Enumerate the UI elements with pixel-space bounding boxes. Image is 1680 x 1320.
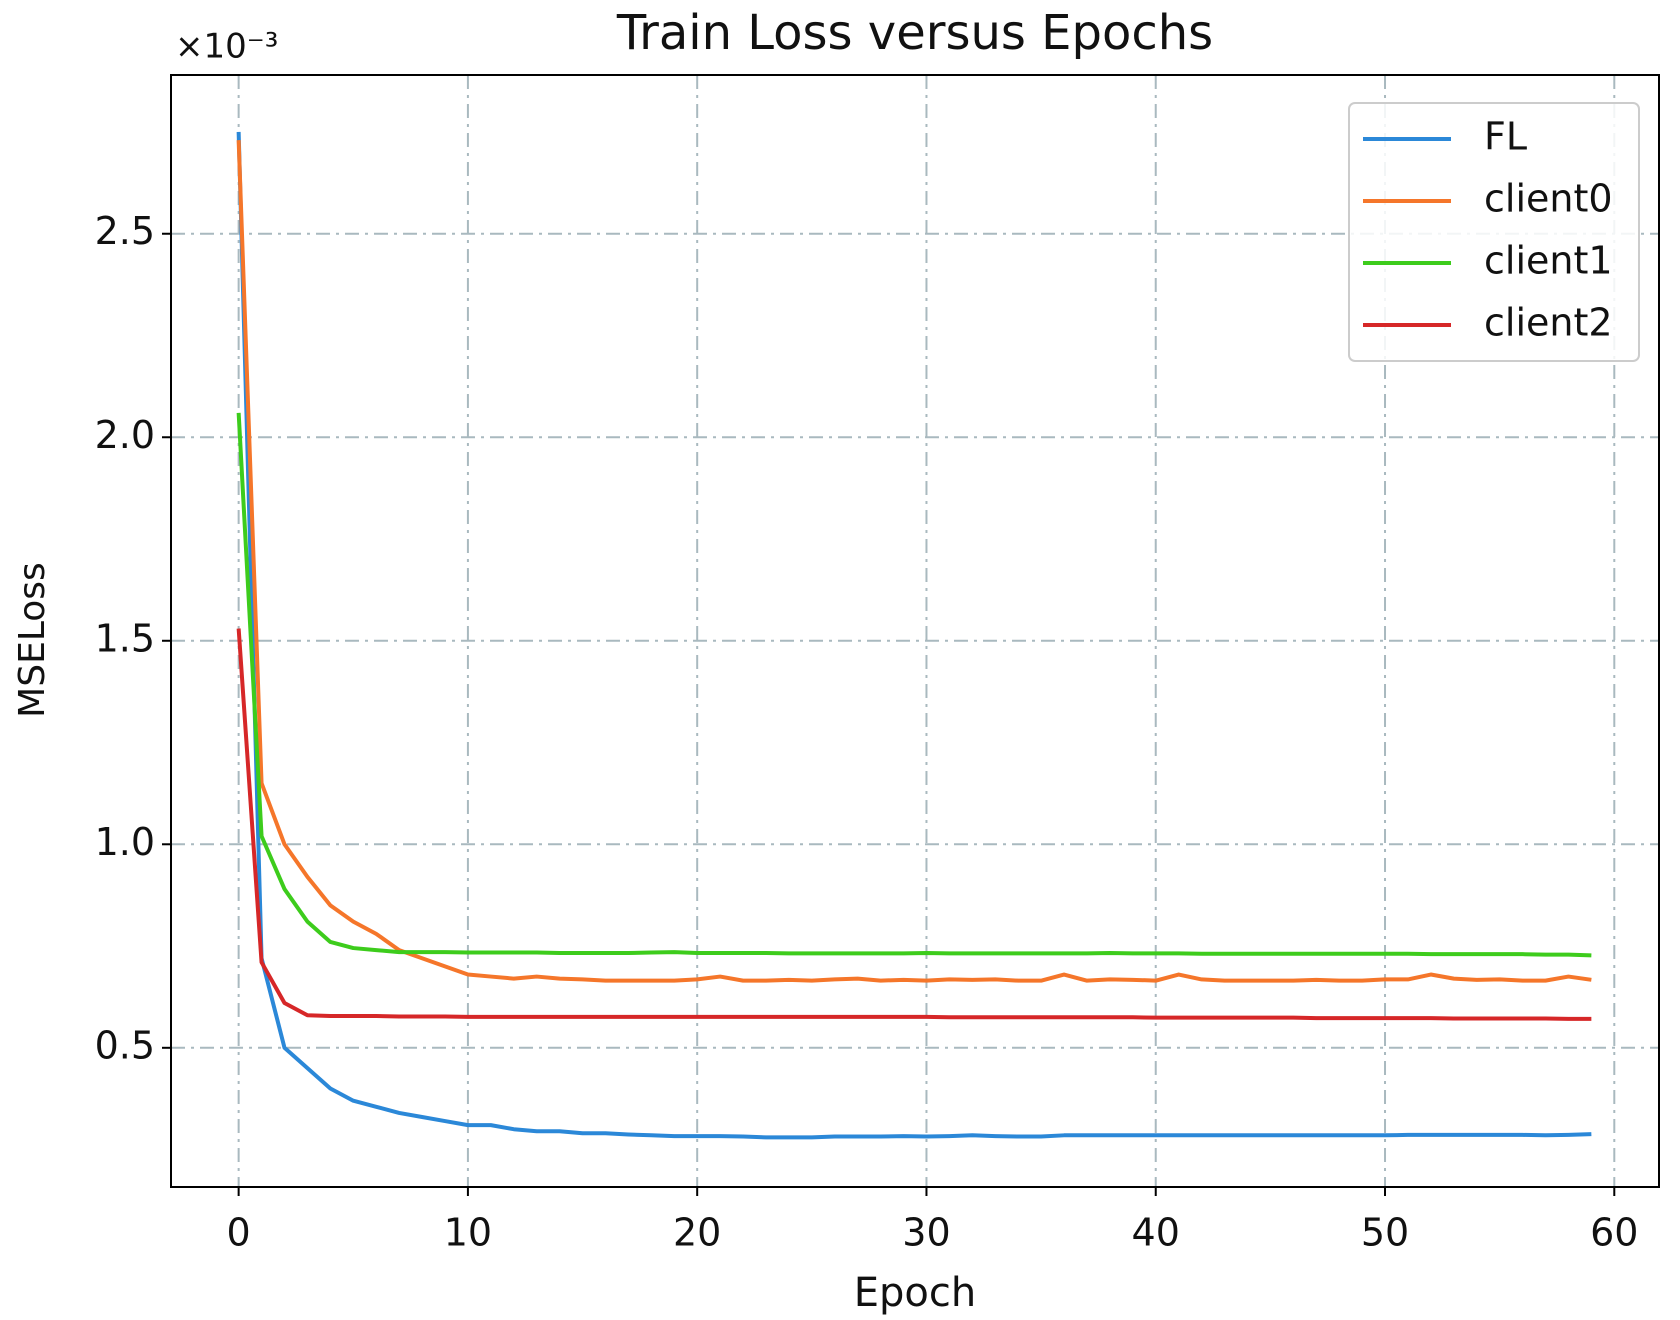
- x-tick-label: 50: [1361, 1211, 1409, 1255]
- series-line: [236, 131, 1592, 1140]
- x-tick-label: 20: [673, 1211, 721, 1255]
- x-tick-label: 40: [1132, 1211, 1180, 1255]
- y-tick-label: 1.0: [95, 820, 155, 864]
- series-line: [236, 140, 1592, 983]
- chart-title: Train Loss versus Epochs: [616, 5, 1213, 61]
- x-tick-label: 30: [902, 1211, 950, 1255]
- legend-label: client2: [1484, 301, 1613, 345]
- y-axis-label: MSELoss: [12, 562, 53, 718]
- legend-label: client0: [1484, 177, 1613, 221]
- y-tick-label: 2.0: [95, 413, 155, 457]
- plot-frame: [170, 74, 1660, 1188]
- legend-label: FL: [1484, 115, 1527, 159]
- y-tick-label: 0.5: [95, 1023, 155, 1067]
- x-tick-label: 0: [227, 1211, 251, 1255]
- x-tick-label: 60: [1590, 1211, 1638, 1255]
- legend-label: client1: [1484, 239, 1613, 283]
- x-axis-label: Epoch: [854, 1270, 976, 1316]
- series-line: [236, 628, 1592, 1021]
- y-offset-label: ×10⁻³: [175, 27, 278, 67]
- legend-box: [1348, 102, 1640, 362]
- series-line: [236, 412, 1592, 958]
- x-tick-label: 10: [444, 1211, 492, 1255]
- y-tick-label: 1.5: [95, 616, 155, 660]
- y-tick-label: 2.5: [95, 209, 155, 253]
